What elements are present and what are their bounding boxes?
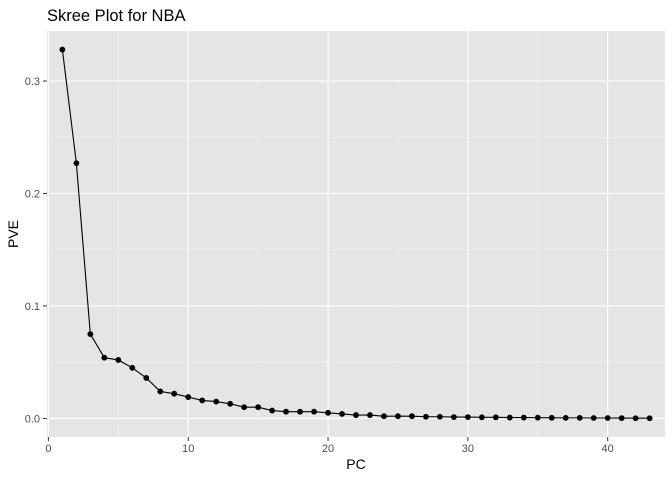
y-axis-label: PVE: [5, 220, 21, 248]
x-axis-ticks: 0 10 20 30 40: [45, 437, 614, 455]
plot-panel: [47, 31, 665, 437]
data-point-pc-32: [492, 414, 499, 421]
y-tick-label-3: 0.3: [25, 76, 40, 88]
x-tick-label-2: 20: [322, 443, 334, 455]
data-point-pc-18: [297, 408, 303, 415]
y-tick-label-0: 0.0: [25, 413, 40, 425]
data-point-pc-36: [548, 414, 555, 421]
data-point-pc-17: [283, 408, 289, 415]
data-point-pc-10: [185, 394, 192, 400]
data-point-pc-33: [506, 414, 513, 421]
data-point-pc-28: [436, 413, 443, 420]
data-point-pc-2: [73, 160, 80, 167]
data-point-pc-31: [478, 414, 485, 421]
data-point-pc-35: [534, 414, 541, 421]
data-point-pc-7: [143, 375, 150, 381]
data-point-pc-41: [618, 415, 625, 422]
pve-points: [59, 46, 653, 422]
data-point-pc-8: [157, 388, 164, 395]
data-point-pc-1: [59, 46, 66, 53]
data-point-pc-34: [520, 414, 527, 421]
data-point-pc-23: [367, 412, 373, 418]
major-gridlines: [47, 31, 665, 437]
data-point-pc-14: [241, 404, 248, 411]
data-point-pc-5: [115, 357, 122, 363]
y-tick-label-2: 0.2: [25, 189, 40, 201]
data-point-pc-15: [255, 404, 262, 411]
data-point-pc-4: [101, 354, 108, 361]
data-point-pc-22: [353, 412, 359, 418]
data-point-pc-30: [464, 414, 471, 420]
data-point-pc-9: [171, 390, 178, 397]
x-axis-label: PC: [346, 456, 365, 472]
data-point-pc-42: [632, 415, 639, 422]
x-tick-label-4: 40: [602, 443, 614, 455]
x-tick-label-1: 10: [182, 443, 194, 455]
data-point-pc-20: [325, 409, 331, 416]
y-tick-label-1: 0.1: [25, 301, 40, 313]
x-tick-label-3: 30: [462, 443, 474, 455]
data-point-pc-27: [423, 413, 429, 420]
y-axis-ticks: 0.0 0.1 0.2 0.3: [25, 76, 47, 425]
data-point-pc-11: [199, 397, 206, 404]
data-point-pc-12: [213, 398, 220, 405]
data-point-pc-13: [227, 400, 234, 407]
data-point-pc-40: [604, 415, 611, 421]
data-point-pc-24: [381, 413, 387, 420]
data-point-pc-16: [269, 407, 276, 414]
data-point-pc-6: [129, 364, 136, 371]
x-tick-label-0: 0: [45, 443, 51, 455]
data-point-pc-43: [646, 415, 653, 422]
data-point-pc-26: [409, 413, 415, 420]
data-point-pc-29: [450, 414, 457, 420]
data-point-pc-38: [576, 414, 583, 421]
chart-title: Skree Plot for NBA: [47, 7, 185, 25]
data-point-pc-37: [562, 414, 569, 421]
data-point-pc-19: [311, 408, 317, 415]
data-point-pc-39: [590, 415, 597, 421]
data-point-pc-25: [395, 413, 401, 420]
minor-gridlines: [47, 31, 665, 437]
data-point-pc-3: [87, 331, 94, 337]
data-point-pc-21: [339, 411, 345, 417]
